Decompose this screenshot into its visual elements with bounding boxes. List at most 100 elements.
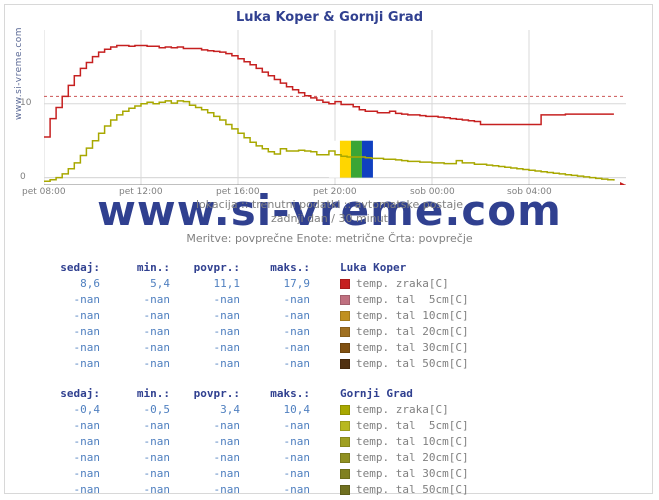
table-cell: -nan	[170, 356, 240, 372]
table-cell: -nan	[100, 356, 170, 372]
x-tick-label: pet 12:00	[119, 187, 163, 197]
table-cell: 3,4	[170, 402, 240, 418]
table-header: povpr.:	[170, 386, 240, 402]
x-tick-label: sob 04:00	[507, 187, 552, 197]
page-title: Luka Koper & Gornji Grad	[0, 10, 659, 25]
table-cell: -nan	[170, 340, 240, 356]
temperature-chart	[44, 30, 636, 185]
series-label: temp. tal 5cm[C]	[356, 418, 469, 434]
series-label: temp. tal 10cm[C]	[356, 308, 469, 324]
table-cell: -nan	[240, 450, 310, 466]
table-cell: -nan	[40, 308, 100, 324]
color-swatch	[340, 359, 350, 369]
color-swatch	[340, 327, 350, 337]
table-cell: -nan	[170, 418, 240, 434]
series-label: temp. tal 50cm[C]	[356, 482, 469, 498]
table-cell: -nan	[170, 292, 240, 308]
table-cell: -nan	[170, 324, 240, 340]
table-cell: 17,9	[240, 276, 310, 292]
color-swatch	[340, 279, 350, 289]
table-header: min.:	[100, 260, 170, 276]
series-label: temp. zraka[C]	[356, 276, 449, 292]
table-cell: -nan	[240, 418, 310, 434]
table-cell: -nan	[40, 292, 100, 308]
color-swatch	[340, 453, 350, 463]
caption-line-2: zadnji dan / 30 minut	[0, 212, 659, 225]
series-label: temp. tal 20cm[C]	[356, 450, 469, 466]
series-label: temp. tal 50cm[C]	[356, 356, 469, 372]
color-swatch	[340, 405, 350, 415]
table-row: -0,4-0,53,410,4temp. zraka[C]	[40, 402, 620, 418]
table-cell: -nan	[170, 308, 240, 324]
series-label: temp. tal 5cm[C]	[356, 292, 469, 308]
color-swatch	[340, 421, 350, 431]
table-header: povpr.:	[170, 260, 240, 276]
color-swatch	[340, 485, 350, 495]
color-swatch	[340, 469, 350, 479]
table-cell: -nan	[40, 466, 100, 482]
table-cell: -nan	[240, 340, 310, 356]
caption-line-1: lokacija :: trenutni podatki :: avtomats…	[0, 198, 659, 211]
table-row: -nan-nan-nan-nantemp. tal 10cm[C]	[40, 308, 620, 324]
table-row: -nan-nan-nan-nantemp. tal 10cm[C]	[40, 434, 620, 450]
table-row: -nan-nan-nan-nantemp. tal 30cm[C]	[40, 466, 620, 482]
x-tick-label: pet 16:00	[216, 187, 260, 197]
table-cell: -nan	[40, 418, 100, 434]
y-tick-label: 10	[20, 98, 31, 108]
table-row: -nan-nan-nan-nantemp. tal 5cm[C]	[40, 292, 620, 308]
table-cell: -nan	[240, 482, 310, 498]
table-cell: -nan	[240, 292, 310, 308]
color-swatch	[340, 343, 350, 353]
table-row: -nan-nan-nan-nantemp. tal 5cm[C]	[40, 418, 620, 434]
y-tick-label: 0	[20, 172, 26, 182]
table-cell: 10,4	[240, 402, 310, 418]
color-swatch	[340, 295, 350, 305]
table-row: -nan-nan-nan-nantemp. tal 30cm[C]	[40, 340, 620, 356]
table-cell: 8,6	[40, 276, 100, 292]
data-tables: sedaj:min.:povpr.:maks.:Luka Koper8,65,4…	[40, 260, 620, 500]
series-label: temp. tal 20cm[C]	[356, 324, 469, 340]
table-cell: -nan	[100, 418, 170, 434]
table-cell: -nan	[170, 482, 240, 498]
table-header: sedaj:	[40, 260, 100, 276]
table-cell: -nan	[170, 466, 240, 482]
table-header: maks.:	[240, 386, 310, 402]
table-cell: 5,4	[100, 276, 170, 292]
table-cell: -0,4	[40, 402, 100, 418]
x-tick-label: pet 20:00	[313, 187, 357, 197]
color-swatch	[340, 311, 350, 321]
table-cell: -nan	[100, 450, 170, 466]
table-cell: -nan	[240, 308, 310, 324]
table-row: -nan-nan-nan-nantemp. tal 50cm[C]	[40, 482, 620, 498]
table-cell: -nan	[40, 434, 100, 450]
table-cell: -nan	[240, 356, 310, 372]
table-cell: -nan	[100, 434, 170, 450]
table-cell: -nan	[240, 466, 310, 482]
table-cell: -nan	[100, 466, 170, 482]
table-cell: -nan	[40, 356, 100, 372]
table-cell: -nan	[240, 324, 310, 340]
table-group-title: Luka Koper	[340, 260, 406, 276]
table-cell: -nan	[100, 324, 170, 340]
series-label: temp. tal 30cm[C]	[356, 466, 469, 482]
table-cell: -nan	[40, 324, 100, 340]
table-cell: -nan	[100, 292, 170, 308]
table-cell: -0,5	[100, 402, 170, 418]
table-header: maks.:	[240, 260, 310, 276]
data-table-group: sedaj:min.:povpr.:maks.:Gornji Grad-0,4-…	[40, 386, 620, 498]
table-group-title: Gornji Grad	[340, 386, 413, 402]
table-cell: -nan	[170, 450, 240, 466]
table-cell: 11,1	[170, 276, 240, 292]
table-cell: -nan	[240, 434, 310, 450]
table-cell: -nan	[40, 340, 100, 356]
table-header: sedaj:	[40, 386, 100, 402]
table-row: -nan-nan-nan-nantemp. tal 20cm[C]	[40, 324, 620, 340]
table-cell: -nan	[100, 308, 170, 324]
table-row: -nan-nan-nan-nantemp. tal 20cm[C]	[40, 450, 620, 466]
table-cell: -nan	[100, 482, 170, 498]
table-row: -nan-nan-nan-nantemp. tal 50cm[C]	[40, 356, 620, 372]
table-header: min.:	[100, 386, 170, 402]
table-cell: -nan	[100, 340, 170, 356]
x-tick-label: pet 08:00	[22, 187, 66, 197]
table-cell: -nan	[40, 450, 100, 466]
